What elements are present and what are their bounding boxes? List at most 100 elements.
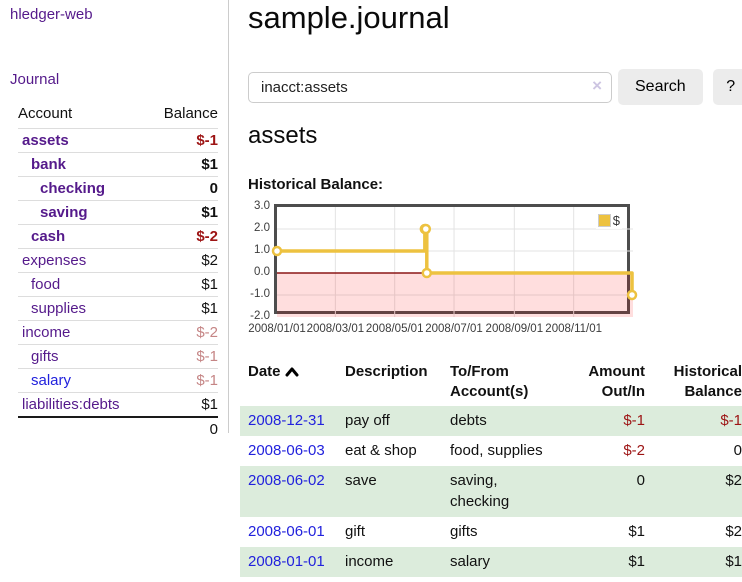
- account-link-cash[interactable]: cash: [31, 228, 66, 245]
- chart-y-axis-labels: 3.0 2.0 1.0 0.0 -1.0 -2.0: [250, 200, 270, 322]
- account-link-saving[interactable]: saving: [40, 204, 88, 221]
- account-row: cash $-2: [18, 224, 218, 249]
- sidebar: hledger-web Journal Account Balance asse…: [0, 0, 229, 438]
- account-balance: $1: [201, 276, 218, 293]
- transaction-amount: 0: [636, 472, 645, 490]
- register-header-row: Date Description To/From Account(s) Amou…: [240, 359, 742, 406]
- account-link-gifts[interactable]: gifts: [31, 348, 59, 365]
- col-date-sortable[interactable]: Date: [240, 359, 345, 406]
- account-link-income[interactable]: income: [22, 324, 71, 341]
- account-balance: $1: [201, 300, 218, 317]
- transaction-accounts: gifts: [450, 522, 478, 540]
- transaction-description: gift: [345, 522, 366, 540]
- account-row: food $1: [18, 272, 218, 297]
- sidebar-item-journal[interactable]: Journal: [10, 71, 60, 88]
- chart-x-axis-labels: 2008/01/01 2008/03/01 2008/05/01 2008/07/01…: [248, 323, 603, 335]
- account-balance: $1: [201, 156, 218, 173]
- account-link-bank[interactable]: bank: [31, 156, 67, 173]
- accounts-table: Account Balance assets $-1 bank $1 check…: [18, 101, 218, 441]
- accounts-table-header: Account Balance: [18, 101, 218, 129]
- chart-title: Historical Balance:: [248, 176, 384, 193]
- help-button[interactable]: ?: [712, 69, 742, 105]
- register-row: 2008-06-01 gift gifts $1 $2: [240, 517, 742, 547]
- transaction-balance: $2: [725, 522, 742, 540]
- clear-search-icon[interactable]: ×: [592, 75, 602, 95]
- sort-ascending-icon: [285, 363, 299, 383]
- transaction-date-link[interactable]: 2008-06-02: [248, 472, 325, 490]
- account-balance: $-2: [196, 228, 218, 245]
- register-row: 2008-06-02 save saving, checking 0 $2: [240, 466, 742, 517]
- register-row: 2008-06-03 eat & shop food, supplies $-2…: [240, 436, 742, 466]
- account-link-food[interactable]: food: [31, 276, 61, 293]
- accounts-col-balance: Balance: [163, 105, 218, 122]
- transaction-description: save: [345, 472, 377, 490]
- account-link-expenses[interactable]: expenses: [22, 252, 87, 269]
- historical-balance-chart: 3.0 2.0 1.0 0.0 -1.0 -2.0 $ 2008/01/01 2008/03…: [240, 200, 680, 339]
- account-row: checking 0: [18, 176, 218, 201]
- col-description: Description: [345, 363, 428, 380]
- col-accounts: To/From Account(s): [450, 363, 529, 400]
- chart-plot-area[interactable]: $: [271, 204, 638, 317]
- account-balance: 0: [209, 180, 218, 197]
- account-row: expenses $2: [18, 248, 218, 273]
- transaction-accounts: food, supplies: [450, 442, 543, 460]
- transaction-description: eat & shop: [345, 442, 417, 460]
- chart-legend: $: [595, 212, 622, 229]
- transaction-accounts: saving, checking: [450, 472, 510, 510]
- legend-label: $: [612, 213, 620, 228]
- account-row: salary $-1: [18, 368, 218, 393]
- transaction-balance: 0: [733, 442, 742, 460]
- search-button[interactable]: Search: [618, 69, 703, 105]
- app-title-link[interactable]: hledger-web: [10, 6, 93, 23]
- transaction-amount: $-1: [623, 411, 645, 429]
- search-form: × Search ?: [248, 69, 742, 105]
- accounts-total-row: 0: [18, 417, 218, 441]
- main-content: sample.journal × Search ? assets Histori…: [240, 0, 742, 582]
- transaction-date-link[interactable]: 2008-01-01: [248, 553, 325, 571]
- transaction-date-link[interactable]: 2008-06-03: [248, 442, 325, 460]
- transaction-balance: $1: [725, 553, 742, 571]
- transaction-amount: $1: [628, 522, 645, 540]
- transaction-amount: $-2: [623, 442, 645, 460]
- search-input[interactable]: [248, 71, 612, 103]
- transaction-description: pay off: [345, 411, 390, 429]
- account-balance: $1: [201, 204, 218, 221]
- account-balance: $2: [201, 252, 218, 269]
- account-row: liabilities:debts $1: [18, 392, 218, 418]
- accounts-col-account: Account: [18, 105, 73, 122]
- col-amount: Amount Out/In: [588, 363, 645, 400]
- account-link-checking[interactable]: checking: [40, 180, 106, 197]
- account-balance: $1: [201, 396, 218, 413]
- accounts-total-balance: 0: [209, 421, 218, 438]
- account-balance: $-1: [196, 132, 218, 149]
- account-row: bank $1: [18, 152, 218, 177]
- register-row: 2008-12-31 pay off debts $-1 $-1: [240, 405, 742, 437]
- register-row: 2008-01-01 income salary $1 $1: [240, 547, 742, 578]
- legend-swatch: [597, 214, 611, 227]
- transaction-accounts: debts: [450, 411, 487, 429]
- account-row: saving $1: [18, 200, 218, 225]
- account-link-salary[interactable]: salary: [31, 372, 72, 389]
- transaction-amount: $1: [628, 553, 645, 571]
- account-link-liabilities-debts[interactable]: liabilities:debts: [22, 396, 120, 413]
- transaction-date-link[interactable]: 2008-12-31: [248, 411, 325, 429]
- account-balance: $-1: [196, 372, 218, 389]
- transaction-accounts: salary: [450, 553, 491, 571]
- account-balance: $-2: [196, 324, 218, 341]
- account-row: supplies $1: [18, 296, 218, 321]
- chart-plot-svg: [271, 207, 638, 317]
- account-heading: assets: [248, 122, 318, 149]
- account-balance: $-1: [196, 348, 218, 365]
- account-row: gifts $-1: [18, 344, 218, 369]
- col-balance: Historical Balance: [673, 363, 742, 400]
- account-row: assets $-1: [18, 128, 218, 153]
- page-title: sample.journal: [248, 0, 450, 35]
- transaction-date-link[interactable]: 2008-06-01: [248, 522, 325, 540]
- register-table: Date Description To/From Account(s) Amou…: [240, 359, 742, 578]
- transaction-balance: $2: [725, 472, 742, 490]
- transaction-balance: $-1: [720, 411, 742, 429]
- account-link-assets[interactable]: assets: [22, 132, 69, 149]
- transaction-description: income: [345, 553, 394, 571]
- account-link-supplies[interactable]: supplies: [31, 300, 87, 317]
